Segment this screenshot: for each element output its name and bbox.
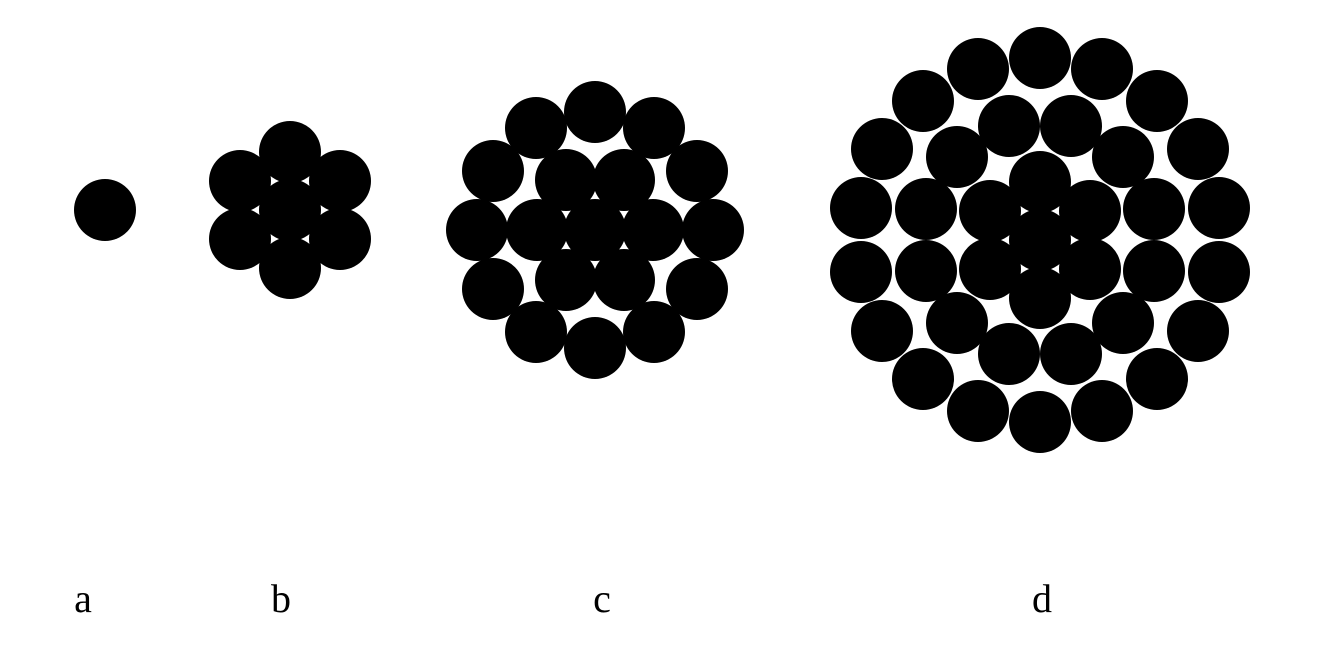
cluster-label-a: a	[63, 575, 103, 622]
dot	[830, 241, 892, 303]
dot	[959, 238, 1021, 300]
dot	[309, 150, 371, 212]
dot	[209, 150, 271, 212]
dot	[978, 323, 1040, 385]
dot	[623, 301, 685, 363]
dot	[209, 208, 271, 270]
dot	[1167, 118, 1229, 180]
dot	[1009, 391, 1071, 453]
dot	[830, 177, 892, 239]
dot	[1123, 178, 1185, 240]
dot	[926, 292, 988, 354]
dot	[892, 70, 954, 132]
dot	[1188, 177, 1250, 239]
dot	[74, 179, 136, 241]
dot	[505, 97, 567, 159]
dot	[947, 380, 1009, 442]
diagram-canvas: a b c d	[0, 0, 1330, 660]
cluster-label-b: b	[261, 575, 301, 622]
dot	[666, 140, 728, 202]
dot	[535, 149, 597, 211]
dot	[1188, 241, 1250, 303]
dot	[1059, 180, 1121, 242]
dot	[1123, 240, 1185, 302]
dot	[1040, 323, 1102, 385]
dot	[446, 199, 508, 261]
dot	[1167, 300, 1229, 362]
dot	[895, 178, 957, 240]
dot	[1092, 292, 1154, 354]
dot	[892, 348, 954, 410]
dot	[895, 240, 957, 302]
dot	[851, 118, 913, 180]
dot	[1126, 70, 1188, 132]
cluster-label-c: c	[582, 575, 622, 622]
dot	[1009, 27, 1071, 89]
dot	[1071, 38, 1133, 100]
dot	[851, 300, 913, 362]
cluster-label-d: d	[1022, 575, 1062, 622]
dot	[959, 180, 1021, 242]
dot	[564, 81, 626, 143]
dot	[926, 126, 988, 188]
dot	[978, 95, 1040, 157]
dot	[564, 317, 626, 379]
dot	[1071, 380, 1133, 442]
dot	[462, 258, 524, 320]
dot	[1126, 348, 1188, 410]
dot	[947, 38, 1009, 100]
dot	[682, 199, 744, 261]
